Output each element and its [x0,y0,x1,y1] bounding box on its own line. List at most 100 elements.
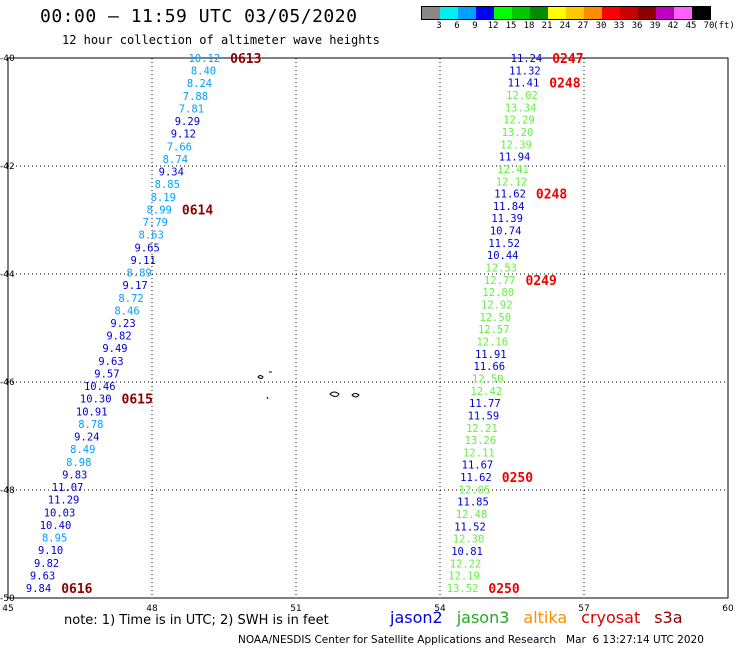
wave-height-value: 8.85 [155,179,180,191]
wave-height-value: 12.21 [466,423,498,435]
legend-label: 15 [505,21,517,31]
wave-height-value: 9.12 [171,129,196,141]
wave-height-value: 11.52 [488,238,520,250]
legend-label: 36 [631,21,643,31]
wave-height-value: 8.46 [114,305,139,317]
wave-height-value: 11.39 [491,213,523,225]
wave-height-value: 11.67 [462,460,494,472]
wave-height-value: 10.12 [189,53,221,65]
wave-height-value: 9.82 [106,331,131,343]
pass-label: 0616 [61,582,92,597]
wave-height-value: 9.34 [159,167,184,179]
island-outline [266,396,269,400]
wave-height-value: 11.52 [454,521,486,533]
satellite-legend-entry: altika [523,608,568,627]
wave-height-value: 8.78 [78,419,103,431]
legend-swatch [566,7,584,19]
legend-label: 42 [667,21,679,31]
wave-height-value: 8.19 [151,192,176,204]
map-grid [7,57,729,599]
wave-height-value: 12.48 [456,509,488,521]
wave-height-value: 10.81 [451,546,483,558]
wave-height-value: 12.80 [482,287,514,299]
legend-label: 39 [649,21,661,31]
wave-height-value: 7.79 [143,217,168,229]
wave-height-value: 10.03 [44,507,76,519]
legend-label: 30 [595,21,607,31]
wave-height-value: 7.66 [167,141,192,153]
wave-height-value: 8.40 [191,66,216,78]
wave-height-value: 9.83 [62,469,87,481]
legend-unit: (ft) [713,21,735,31]
map-frame [7,57,729,599]
wave-height-value: 12.53 [485,263,517,275]
pass-label: 0613 [230,52,261,67]
wave-height-value: 9.11 [130,255,155,267]
wave-height-value: 9.23 [110,318,135,330]
wave-height-value: 8.74 [163,154,188,166]
wave-height-value: 10.30 [80,394,112,406]
wave-height-value: 11.62 [494,189,526,201]
legend-swatch [458,7,476,19]
longitude-tick-label: 51 [290,604,301,614]
wave-height-value: 12.50 [479,312,511,324]
pass-label: 0249 [526,274,557,289]
wave-height-value: 9.29 [175,116,200,128]
wave-height-value: 8.89 [126,268,151,280]
satellite-legend: jason2 jason3 altika cryosat s3a [390,608,697,627]
pass-label: 0614 [182,203,213,218]
wave-height-value: 12.29 [503,115,535,127]
wave-height-value: 12.42 [471,386,503,398]
wave-height-value: 9.63 [98,356,123,368]
wave-height-value: 9.57 [94,368,119,380]
wave-height-value: 11.24 [511,53,543,65]
wave-height-value: 9.24 [74,432,99,444]
legend-swatch [692,7,710,19]
wave-height-value: 8.24 [187,78,212,90]
satellite-legend-entry: jason3 [456,608,510,627]
pass-label: 0248 [549,77,580,92]
wave-height-value: 9.49 [102,343,127,355]
wave-height-value: 12.02 [506,90,538,102]
wave-height-value: 9.10 [38,545,63,557]
wave-height-value: 12.39 [500,139,532,151]
footer-note: note: 1) Time is in UTC; 2) SWH is in fe… [64,613,329,628]
wave-height-value: 12.12 [496,176,528,188]
wave-height-value: 8.49 [70,444,95,456]
wave-height-value: 11.94 [499,152,531,164]
wave-height-value: 12.11 [463,447,495,459]
map-title: 00:00 – 11:59 UTC 03/05/2020 [40,6,358,27]
legend-swatch [656,7,674,19]
wave-height-value: 10.74 [490,226,522,238]
legend-label: 18 [523,21,535,31]
latitude-tick-label: -50 [0,594,15,604]
longitude-tick-label: 48 [146,604,158,614]
wave-height-value: 7.88 [183,91,208,103]
wave-height-value: 11.07 [52,482,84,494]
legend-swatch [530,7,548,19]
wave-height-value: 8.72 [118,293,143,305]
wave-height-value: 8.63 [139,230,164,242]
footer-credit: NOAA/NESDIS Center for Satellite Applica… [238,634,704,646]
wave-height-value: 12.92 [481,300,513,312]
latitude-tick-label: -42 [0,162,15,172]
wave-height-value: 8.99 [147,204,172,216]
legend-swatch [620,7,638,19]
wave-height-value: 11.32 [509,65,541,77]
pass-label: 0250 [502,471,533,486]
wave-height-value: 10.91 [76,406,108,418]
wave-height-value: 13.52 [447,583,479,595]
longitude-tick-label: 45 [2,604,13,614]
legend-swatch [638,7,656,19]
legend-label: 70 [703,21,715,31]
island-outline [351,393,360,398]
wave-height-value: 9.84 [26,583,51,595]
legend-label: 6 [454,21,460,31]
wave-height-value: 12.22 [450,558,482,570]
legend-label: 9 [472,21,478,31]
wave-height-value: 9.65 [135,242,160,254]
legend-swatch [476,7,494,19]
wave-height-value: 12.30 [453,534,485,546]
longitude-tick-label: 60 [722,604,734,614]
